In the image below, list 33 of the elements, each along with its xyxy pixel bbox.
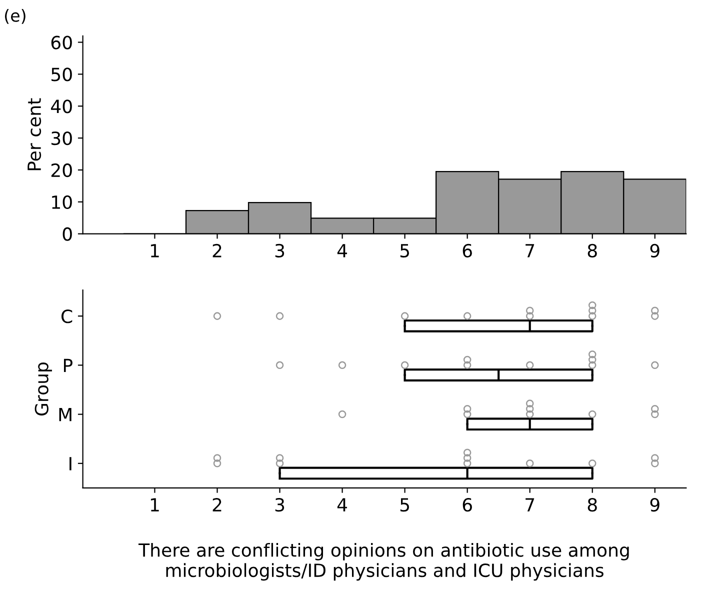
x-tick-label: 1 bbox=[150, 498, 159, 512]
x-tick-label: 9 bbox=[650, 244, 660, 258]
y-tick-label: 40 bbox=[51, 100, 72, 114]
x-tick-label: 3 bbox=[275, 244, 284, 258]
y-tick-label: C bbox=[62, 310, 72, 324]
y-tick-label: 10 bbox=[52, 195, 72, 210]
x-tick-label: 5 bbox=[400, 244, 409, 258]
y-tick-label: 60 bbox=[51, 36, 72, 50]
y-tick-label: P bbox=[64, 358, 72, 372]
y-tick-label: 30 bbox=[52, 132, 72, 146]
x-tick-label: 4 bbox=[337, 498, 348, 512]
x-tick-label: 7 bbox=[526, 498, 534, 512]
y-axis-title: Per cent bbox=[28, 98, 42, 170]
x-tick-label: 9 bbox=[650, 498, 660, 512]
y-tick-label: 0 bbox=[62, 227, 72, 241]
y-axis-title: Group bbox=[34, 362, 52, 416]
y-tick-label: 50 bbox=[52, 68, 72, 82]
x-tick-label: 1 bbox=[150, 244, 159, 258]
x-tick-label: 3 bbox=[275, 498, 284, 512]
x-tick-label: 8 bbox=[588, 244, 597, 258]
y-tick-label: 20 bbox=[51, 163, 72, 178]
x-tick-label: 8 bbox=[588, 498, 597, 512]
x-tick-label: 2 bbox=[212, 498, 222, 512]
x-tick-label: 7 bbox=[526, 244, 534, 258]
text: (e) bbox=[5, 8, 26, 24]
y-tick-label: I bbox=[70, 457, 72, 470]
x-tick-label: 6 bbox=[462, 244, 472, 258]
y-tick-label: M bbox=[59, 408, 72, 422]
x-tick-label: 2 bbox=[212, 244, 222, 258]
x-tick-label: 6 bbox=[462, 498, 472, 512]
x-tick-label: 5 bbox=[400, 498, 409, 512]
x-axis-title: There are conflicting opinions on antibiotic use among microbiologists/ID physicians and ICU physicians bbox=[138, 542, 629, 581]
x-tick-label: 4 bbox=[337, 244, 348, 258]
